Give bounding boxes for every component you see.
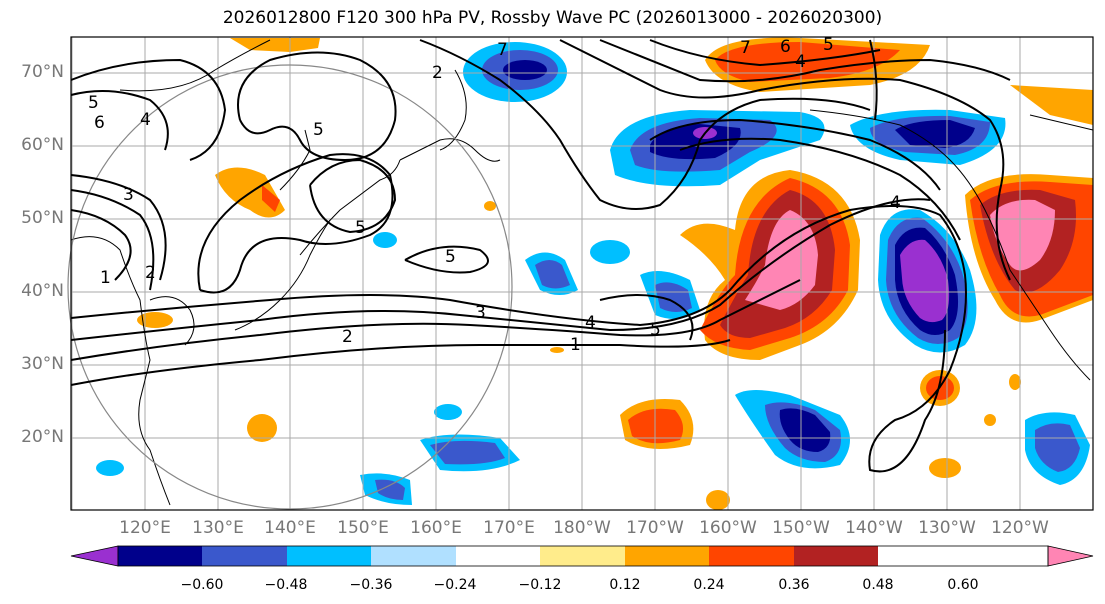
lat-label: 20°N: [21, 427, 64, 447]
colorbar-extend-right: [1047, 545, 1094, 567]
contour-label: 7: [740, 38, 751, 58]
lon-label: 150°W: [772, 518, 830, 538]
colorbar-segment: [118, 546, 202, 566]
colorbar-segment: [625, 546, 709, 566]
colorbar-segment: [371, 546, 456, 566]
colorbar-tick-label: −0.12: [518, 577, 562, 593]
contour-label: 1: [100, 268, 111, 288]
contour-label: 2: [432, 63, 443, 83]
colorbar-extend-left: [70, 545, 119, 567]
colorbar-tick-label: 0.48: [862, 577, 894, 593]
map-title: 2026012800 F120 300 hPa PV, Rossby Wave …: [222, 8, 883, 28]
radius-circle: [67, 64, 513, 510]
contour-label: 4: [140, 110, 151, 130]
contour-label: 5: [823, 35, 834, 55]
lat-label: 60°N: [21, 135, 64, 155]
lon-label: 120°W: [991, 518, 1049, 538]
contour-label: 4: [795, 52, 806, 72]
colorbar-tick-label: −0.60: [180, 577, 224, 593]
lon-label: 130°W: [918, 518, 976, 538]
colorbar-segment: [287, 546, 371, 566]
colorbar: [70, 545, 1094, 567]
coastlines: [70, 39, 1094, 506]
colorbar-tick-label: 0.60: [947, 577, 979, 593]
colorbar-segment: [456, 546, 540, 566]
lon-label: 140°W: [845, 518, 903, 538]
lon-label: 170°E: [483, 518, 535, 538]
colorbar-tick-label: 0.36: [778, 577, 810, 593]
contour-label: 5: [88, 93, 99, 113]
lon-label: 170°W: [626, 518, 684, 538]
colorbar-segment: [709, 546, 794, 566]
contour-label: 2: [145, 263, 156, 283]
contour-label: 3: [475, 303, 486, 323]
contour-label: 6: [94, 113, 105, 133]
lon-label: 150°E: [337, 518, 389, 538]
contour-label: 7: [497, 40, 508, 60]
contour-label: 5: [650, 320, 661, 340]
contour-label: 4: [890, 193, 901, 213]
contour-label-group: 1 1 2 2 2 3 3 4 4 4 4 5 5 5 5 5 5 6 6 7 …: [88, 35, 901, 355]
contour-label: 5: [313, 120, 324, 140]
lon-label: 180°W: [553, 518, 611, 538]
colorbar-segment: [794, 546, 878, 566]
pv-contours: [70, 39, 1011, 473]
lon-label: 160°W: [699, 518, 757, 538]
lon-label: 120°E: [119, 518, 171, 538]
colorbar-segment: [540, 546, 625, 566]
map-plot: 1 1 2 2 2 3 3 4 4 4 4 5 5 5 5 5 5 6 6 7 …: [67, 35, 1094, 511]
lat-label: 50°N: [21, 208, 64, 228]
lat-label: 40°N: [21, 281, 64, 301]
contour-label: 3: [123, 185, 134, 205]
lat-label: 30°N: [21, 354, 64, 374]
map-frame: [70, 36, 1094, 511]
contour-label: 4: [585, 313, 596, 333]
contour-label: 2: [342, 327, 353, 347]
contour-label: 6: [780, 37, 791, 57]
contour-label: 5: [355, 218, 366, 238]
contour-label: 1: [570, 335, 581, 355]
colorbar-tick-label: −0.24: [433, 577, 477, 593]
colorbar-tick-label: 0.24: [693, 577, 725, 593]
colorbar-tick-label: −0.48: [264, 577, 308, 593]
colorbar-tick-label: 0.12: [609, 577, 641, 593]
contour-label: 5: [445, 247, 456, 267]
graticule: [71, 37, 1093, 510]
colorbar-tick-label: −0.36: [349, 577, 393, 593]
lon-label: 140°E: [264, 518, 316, 538]
colorbar-segment: [202, 546, 287, 566]
lat-label: 70°N: [21, 62, 64, 82]
lon-label: 130°E: [192, 518, 244, 538]
lon-label: 160°E: [410, 518, 462, 538]
